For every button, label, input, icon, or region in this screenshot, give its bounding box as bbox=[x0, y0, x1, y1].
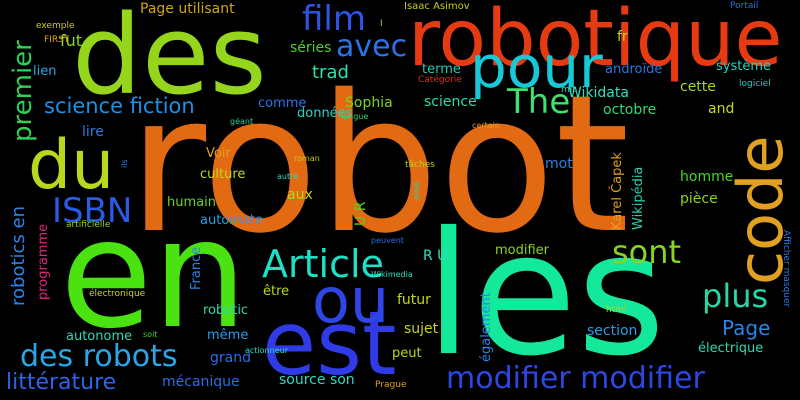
word-ainsi: ainsi bbox=[412, 181, 421, 200]
word-Categorie: Catégorie bbox=[418, 75, 462, 85]
word-etre: être bbox=[263, 284, 290, 299]
word-langue: langue bbox=[341, 112, 369, 121]
word-science: science bbox=[424, 94, 477, 110]
word-geant: géant bbox=[230, 117, 254, 126]
word-Page-utilisant: Page utilisant bbox=[140, 1, 235, 17]
word-automate: automate bbox=[200, 213, 263, 228]
word-grand: grand bbox=[210, 350, 251, 366]
word-fr: fr bbox=[617, 29, 628, 45]
word-sont: sont bbox=[612, 233, 682, 271]
word-mecanique: mécanique bbox=[162, 374, 240, 390]
word-premier: premier bbox=[8, 40, 38, 142]
word-certain: certain bbox=[472, 121, 500, 130]
word-modifier: modifier bbox=[495, 243, 550, 258]
word-logiciel: logiciel bbox=[739, 79, 771, 89]
word-futur: futur bbox=[397, 292, 431, 308]
word-and: and bbox=[708, 101, 735, 117]
word-culture: culture bbox=[200, 167, 246, 182]
word-France: France bbox=[189, 246, 204, 290]
word-comme: comme bbox=[258, 96, 307, 111]
word-The: The bbox=[507, 82, 571, 122]
word-sujet: sujet bbox=[404, 321, 439, 337]
word-film: film bbox=[302, 0, 366, 39]
word-Page: Page bbox=[722, 316, 771, 340]
word-Wikimedia: Wikimedia bbox=[371, 270, 413, 279]
word-electronique: électronique bbox=[89, 289, 146, 299]
word-octobre: octobre bbox=[603, 102, 657, 118]
word-actionneur: actionneur bbox=[245, 346, 288, 355]
word-robot: robot bbox=[128, 54, 630, 275]
word-homme: homme bbox=[680, 169, 734, 185]
word-source-son: source son bbox=[279, 372, 355, 388]
word-litterature: littérature bbox=[6, 370, 117, 395]
word-FIRST: FIRST bbox=[44, 35, 70, 45]
word-peut: peut bbox=[392, 346, 422, 361]
word-taches: tâches bbox=[405, 160, 435, 170]
word-donnees: données bbox=[297, 106, 353, 121]
word-robotics-en: robotics en bbox=[8, 206, 29, 306]
word-Isaac-Asimov: Isaac Asimov bbox=[404, 1, 470, 12]
word-ils: ils bbox=[120, 159, 129, 168]
word-ou: ou bbox=[312, 264, 390, 337]
word-lire: lire bbox=[82, 124, 104, 140]
word-cette: cette bbox=[680, 79, 716, 95]
word-Sophia: Sophia bbox=[345, 95, 393, 111]
word-terme: terme bbox=[422, 62, 461, 77]
word-modifier-modifier: modifier modifier bbox=[446, 361, 705, 396]
word-html: html bbox=[606, 305, 627, 315]
word-Voir: Voir bbox=[206, 146, 231, 161]
word-soit: soit bbox=[143, 330, 158, 339]
word-series: séries bbox=[290, 40, 332, 56]
word-mot: mot bbox=[545, 156, 573, 172]
word-Karel-Capek: Karel Čapek bbox=[610, 152, 625, 230]
word-les: les bbox=[425, 196, 666, 394]
word-autonome: autonome bbox=[66, 329, 133, 344]
word-programme: programme bbox=[36, 223, 51, 300]
word-mit: mit bbox=[561, 85, 576, 95]
word-fut: fut bbox=[60, 31, 83, 50]
word-artificielle: artificielle bbox=[66, 220, 111, 230]
word-avec: avec bbox=[336, 29, 408, 64]
word-robotic: robotic bbox=[203, 303, 249, 318]
word-en: en bbox=[60, 188, 248, 362]
word-exemple: exemple bbox=[36, 21, 75, 31]
word-peuvent: peuvent bbox=[371, 236, 404, 245]
word-plus: plus bbox=[702, 277, 769, 315]
word-Afficher-masquer: Afficher masquer bbox=[781, 230, 791, 308]
word-roman: roman bbox=[294, 154, 320, 163]
word-aux: aux bbox=[287, 187, 313, 203]
word-electrique: électrique bbox=[698, 341, 764, 356]
word-est: est bbox=[262, 292, 397, 395]
word-Article: Article bbox=[262, 242, 384, 286]
word-ISBN: ISBN bbox=[52, 191, 133, 231]
word-U-R: U R bbox=[353, 201, 369, 226]
word-Wikidata: Wikidata bbox=[568, 85, 629, 101]
word-piece: pièce bbox=[680, 191, 718, 207]
word-R-U: R U bbox=[423, 248, 448, 264]
word-I: I bbox=[380, 19, 383, 29]
word-autre: autre bbox=[277, 172, 299, 181]
word-section: section bbox=[587, 323, 638, 339]
word-Portail: Portail bbox=[730, 1, 759, 11]
word-des-robots: des robots bbox=[20, 339, 178, 374]
word-Prague: Prague bbox=[375, 380, 407, 390]
word-trad: trad bbox=[312, 62, 349, 83]
word-lien: lien bbox=[33, 64, 57, 79]
word-science-fiction: science fiction bbox=[44, 94, 195, 118]
word-robotique: robotique bbox=[408, 0, 783, 84]
word-systeme: système bbox=[716, 59, 771, 74]
word-humain: humain bbox=[167, 195, 216, 210]
word-du: du bbox=[28, 126, 115, 205]
word-des: des bbox=[72, 0, 267, 119]
word-pour: pour bbox=[470, 33, 603, 101]
word-egalement: également bbox=[479, 292, 494, 362]
word-Wikipedia: Wikipédia bbox=[631, 166, 646, 230]
word-meme: même bbox=[207, 328, 249, 343]
word-androide: androïde bbox=[605, 62, 663, 77]
